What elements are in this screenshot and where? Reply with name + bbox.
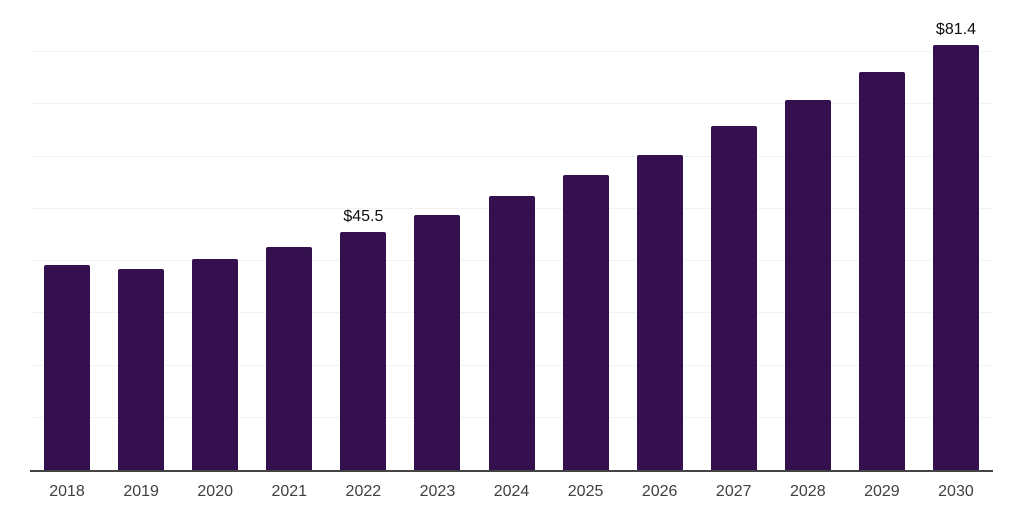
- plot-area: $45.5 $81.4: [30, 0, 993, 472]
- bar-2025: [562, 175, 609, 470]
- x-tick-2028: 2028: [790, 483, 826, 500]
- x-tick-2029: 2029: [864, 483, 900, 500]
- bar-2018: [44, 265, 91, 470]
- x-tick-2023: 2023: [419, 483, 456, 500]
- x-tick-2020: 2020: [197, 483, 233, 500]
- bar-2024: [488, 196, 535, 470]
- x-tick-2027: 2027: [715, 483, 752, 500]
- bar-2019: [118, 268, 165, 470]
- bar-2022: [340, 232, 387, 470]
- value-label-2022: $45.5: [343, 208, 384, 226]
- gridline-80: [30, 51, 993, 53]
- bar-2027: [710, 126, 757, 470]
- x-tick-2025: 2025: [567, 483, 604, 500]
- bar-2020: [192, 259, 239, 470]
- x-tick-2019: 2019: [123, 483, 159, 500]
- x-tick-2026: 2026: [641, 483, 678, 500]
- x-tick-2030: 2030: [938, 483, 974, 500]
- gridline-60: [30, 155, 993, 157]
- gridline-70: [30, 103, 993, 105]
- value-label-2030: $81.4: [935, 20, 976, 38]
- bar-2026: [636, 154, 683, 470]
- bar-2030: [932, 44, 979, 470]
- x-tick-2018: 2018: [49, 483, 85, 500]
- x-axis-labels: 2018 2019 2020 2021 2022 2023 2024 2025 2026 2027…: [30, 482, 993, 506]
- bar-2021: [266, 246, 313, 470]
- bar-2023: [414, 215, 461, 470]
- bar-2029: [858, 71, 905, 470]
- x-tick-2021: 2021: [271, 483, 308, 500]
- x-tick-2022: 2022: [345, 483, 382, 500]
- bar-2028: [784, 100, 831, 470]
- x-tick-2024: 2024: [493, 483, 530, 500]
